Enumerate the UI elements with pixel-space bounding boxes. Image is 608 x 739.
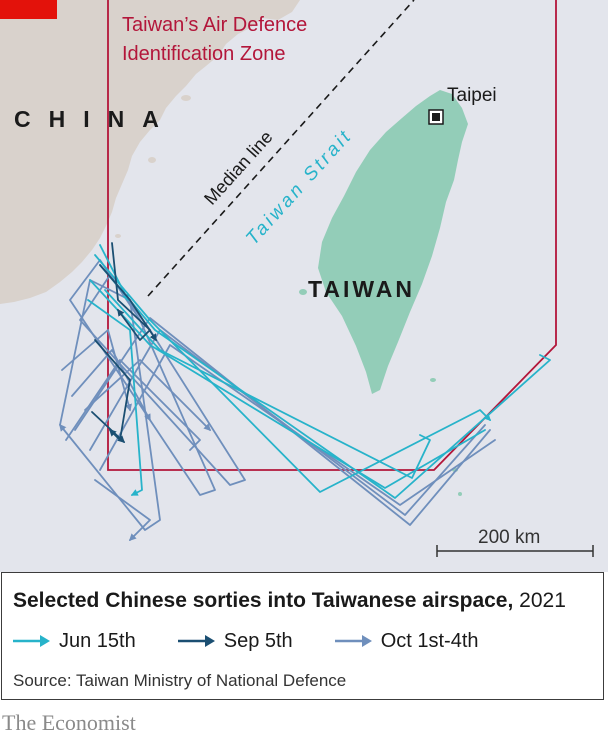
taipei-marker-dot: [432, 113, 440, 121]
taiwan-label: TAIWAN: [308, 276, 415, 302]
arrow-icon: [177, 635, 215, 647]
legend-item-jun: Jun 15th: [13, 630, 136, 653]
legend: Selected Chinese sorties into Taiwanese …: [1, 572, 604, 700]
china-island: [115, 234, 121, 238]
legend-label-jun: Jun 15th: [59, 629, 136, 652]
flight-path-jun: [99, 244, 129, 302]
flight-path-jun: [104, 289, 431, 479]
legend-label-oct: Oct 1st-4th: [380, 629, 479, 652]
flight-path-sep: [94, 339, 131, 441]
flight-path-jun: [94, 254, 492, 493]
island: [458, 492, 462, 496]
map: Taiwan’s Air Defence Identification Zone…: [0, 0, 608, 572]
legend-title-year: 2021: [513, 589, 566, 612]
source-note: Source: Taiwan Ministry of National Defe…: [13, 671, 347, 690]
flight-path-oct: [69, 259, 216, 496]
flight-path-jun: [87, 299, 143, 496]
flight-path-jun: [99, 264, 551, 499]
median-line: [147, 0, 415, 297]
flight-path-oct: [71, 349, 151, 422]
flight-path-oct: [79, 274, 246, 486]
brand-wordmark: The Economist: [2, 710, 136, 735]
legend-title: Selected Chinese sorties into Taiwanese …: [13, 589, 566, 613]
flight-path-oct: [65, 359, 201, 451]
island: [430, 378, 436, 382]
adiz-label-line1: Taiwan’s Air Defence: [122, 14, 307, 36]
flight-paths: [59, 242, 551, 542]
legend-title-main: Selected Chinese sorties into Taiwanese …: [13, 589, 514, 612]
taipei-label: Taipei: [447, 85, 497, 106]
china-label: CHINA: [14, 106, 177, 132]
legend-item-sep: Sep 5th: [177, 629, 293, 653]
flight-path-oct: [84, 359, 212, 432]
scale-label: 200 km: [478, 527, 540, 548]
arrow-icon: [334, 635, 372, 647]
penghu-island: [299, 289, 307, 295]
china-land: [0, 0, 300, 304]
china-island: [181, 95, 191, 101]
flight-path-oct: [61, 329, 132, 412]
flight-path-sep: [91, 411, 126, 443]
flight-path-sep: [99, 264, 157, 342]
flight-path-oct: [94, 479, 151, 542]
arrow-icon: [13, 635, 50, 647]
china-island: [148, 157, 156, 163]
adiz-label-line2: Identification Zone: [122, 43, 285, 65]
taiwan-land: [318, 90, 468, 394]
legend-items: Jun 15th Sep 5th Oct 1st-4th: [13, 628, 521, 654]
legend-label-sep: Sep 5th: [223, 629, 293, 652]
corner-flag: [0, 0, 57, 19]
legend-item-oct: Oct 1st-4th: [334, 629, 479, 653]
